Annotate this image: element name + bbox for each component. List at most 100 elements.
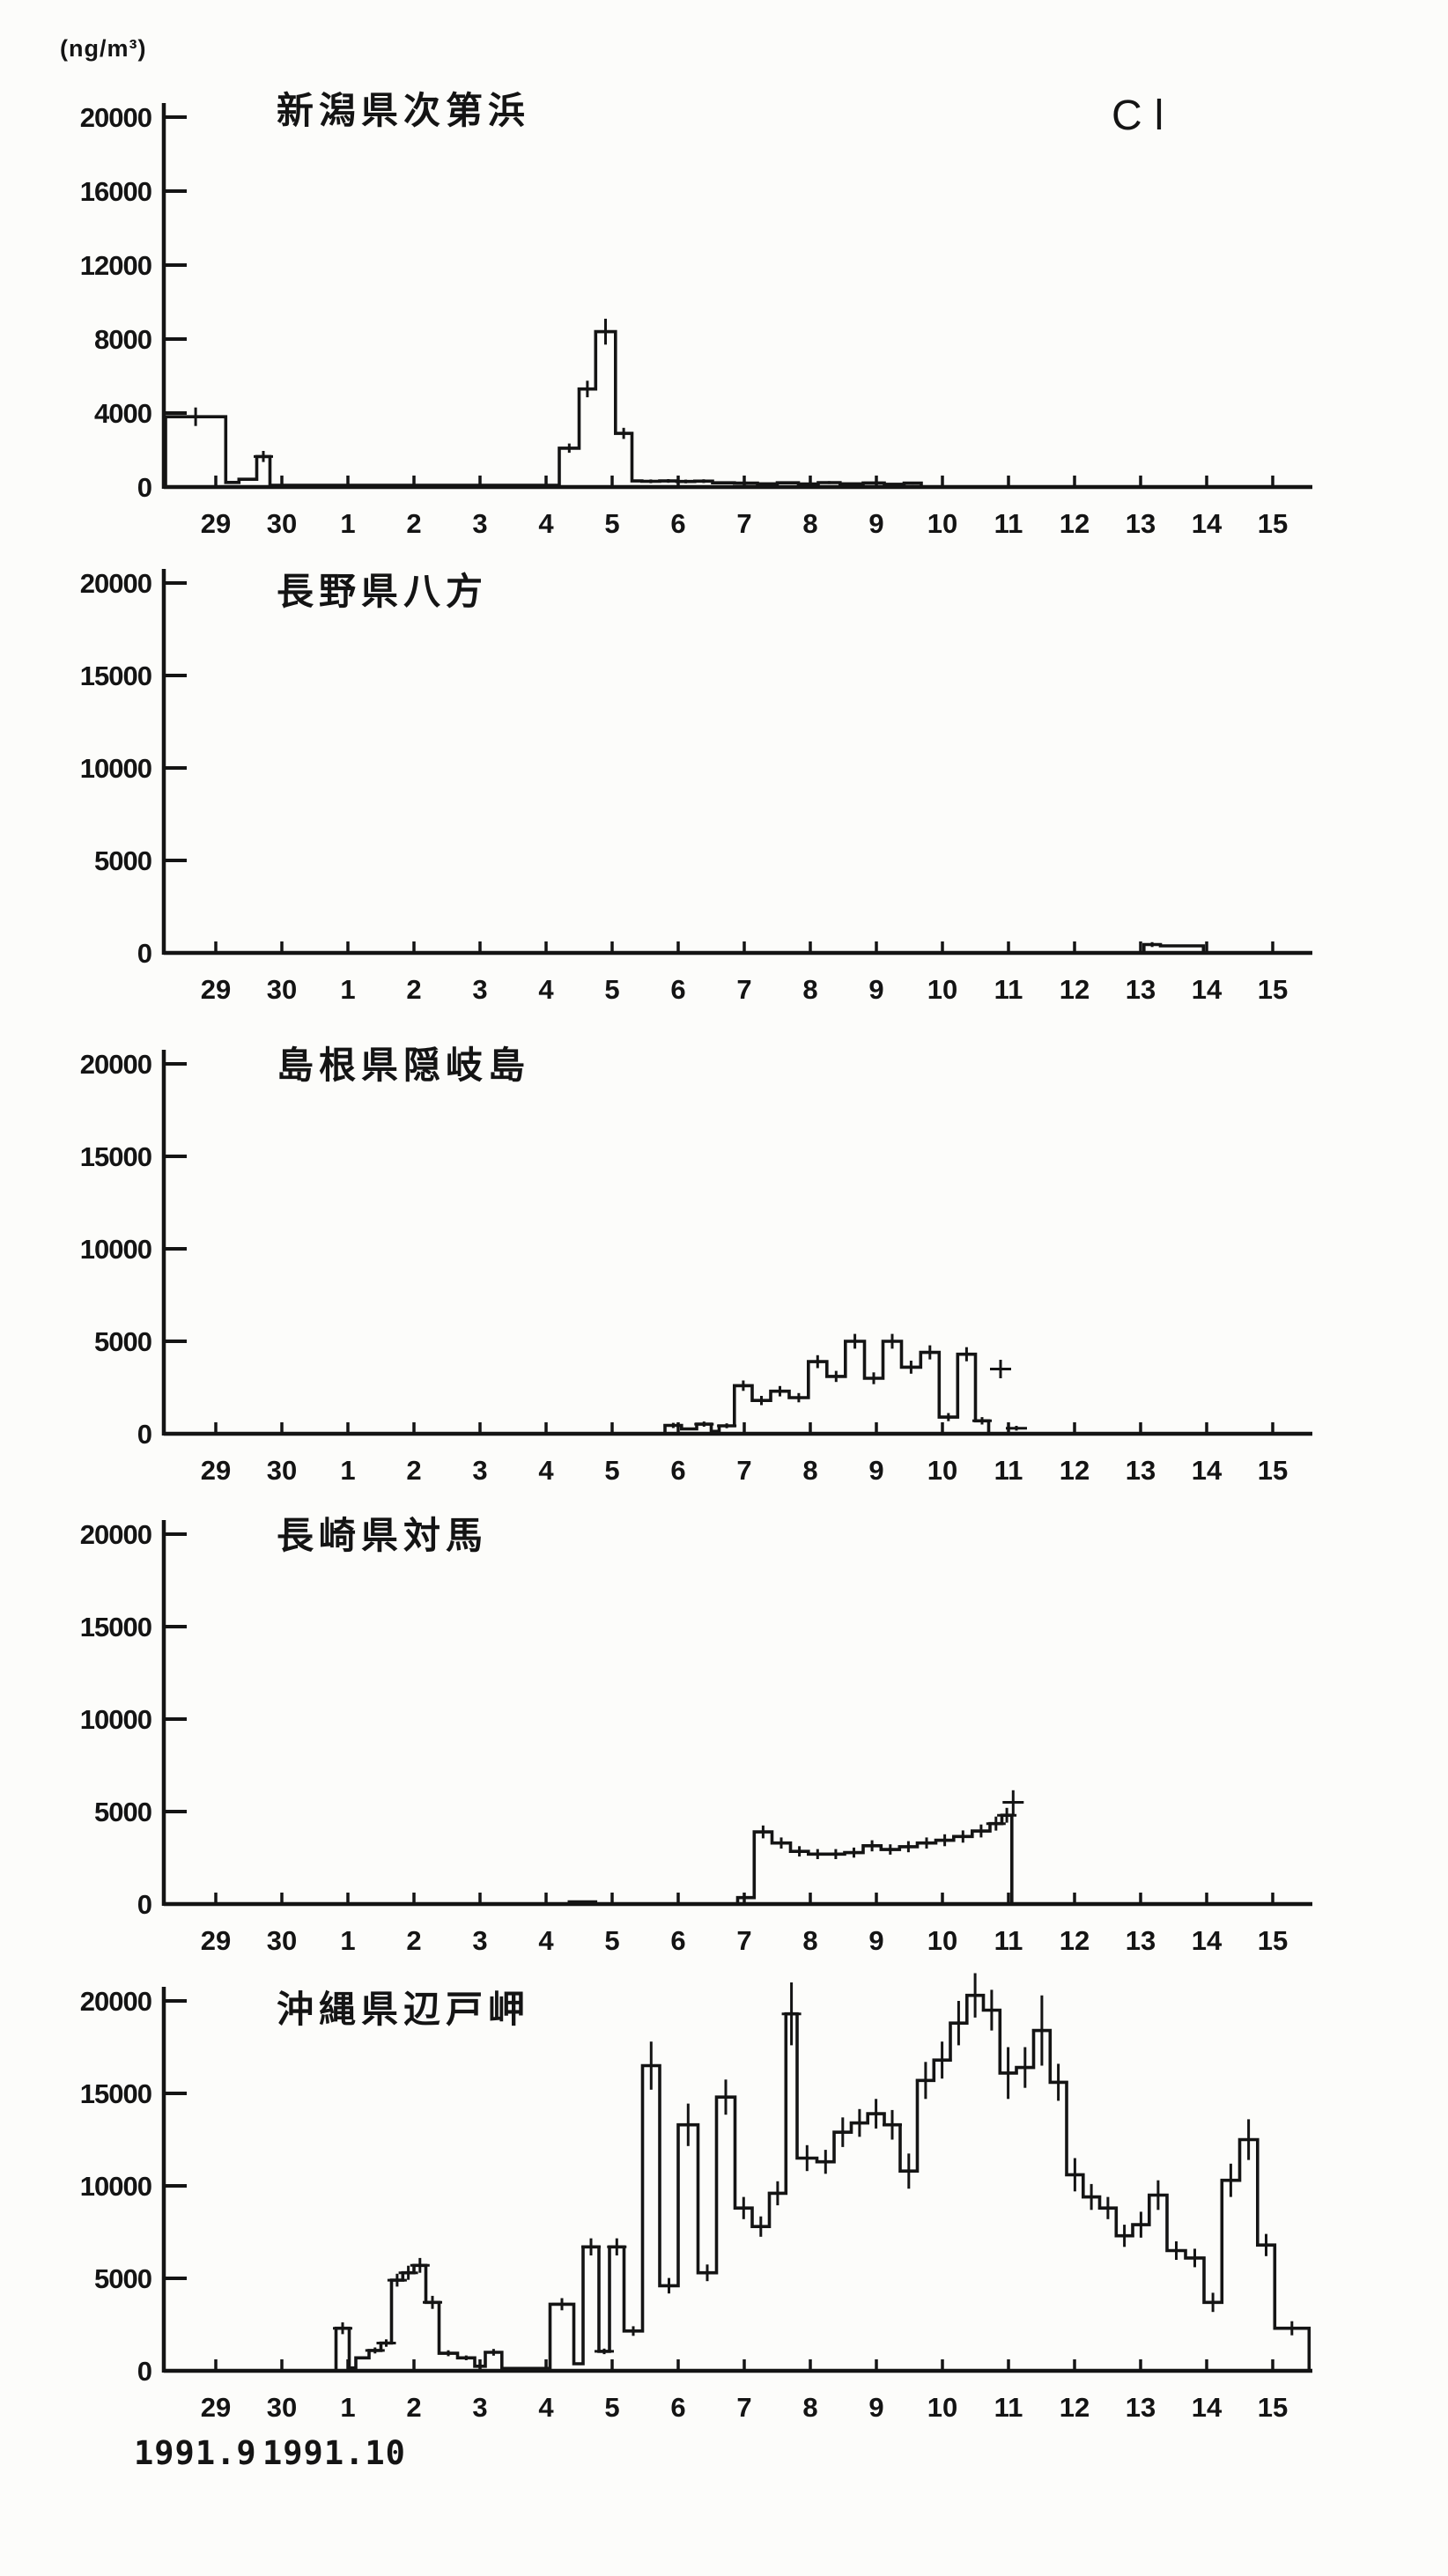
x-tick-label: 4 [538,1925,554,1956]
y-tick-label: 15000 [80,1612,151,1642]
x-tick-label: 6 [670,1925,685,1956]
x-tick-label: 13 [1126,508,1156,539]
x-tick-label: 12 [1060,1455,1090,1486]
y-tick-label: 20000 [80,1986,151,2017]
y-tick-label: 20000 [80,1049,151,1080]
x-tick-label: 14 [1192,1455,1223,1486]
x-tick-label: 13 [1126,2392,1156,2423]
y-tick-label: 8000 [94,324,151,355]
x-tick-label: 30 [267,1455,297,1486]
x-tick-label: 4 [538,2392,554,2423]
x-tick-label: 15 [1258,1925,1288,1956]
y-tick-label: 5000 [94,1326,151,1357]
y-tick-label: 10000 [80,2171,151,2202]
y-tick-label: 10000 [80,1234,151,1265]
step-line [164,329,1312,489]
x-tick-label: 3 [472,508,487,539]
x-tick-label: 5 [604,508,619,539]
y-tick-label: 0 [137,1889,151,1920]
x-tick-label: 8 [802,974,817,1005]
x-tick-label: 3 [472,2392,487,2423]
x-tick-label: 7 [736,1925,751,1956]
x-tick-label: 4 [538,974,554,1005]
y-tick-label: 0 [137,2356,151,2387]
x-tick-label: 2 [406,1925,421,1956]
x-tick-label: 30 [267,2392,297,2423]
x-tick-label: 7 [736,508,751,539]
x-tick-label: 10 [927,1925,957,1956]
y-tick-label: 0 [137,1419,151,1450]
x-tick-label: 9 [868,974,883,1005]
x-tick-label: 15 [1258,974,1288,1005]
x-tick-label: 8 [802,1925,817,1956]
x-tick-label: 14 [1192,974,1223,1005]
x-tick-label: 3 [472,1925,487,1956]
x-tick-label: 1 [340,508,355,539]
x-tick-label: 12 [1060,1925,1090,1956]
y-tick-label: 5000 [94,845,151,876]
x-tick-label: 11 [994,2392,1023,2423]
x-tick-label: 5 [604,1455,619,1486]
x-tick-label: 6 [670,1455,685,1486]
y-tick-label: 15000 [80,661,151,691]
y-tick-label: 15000 [80,2078,151,2109]
x-tick-label: 10 [927,974,957,1005]
x-tick-label: 8 [802,508,817,539]
panel-title-niigata-shidaihama: 新潟県次第浜 [277,90,531,131]
panel-title-okinawa-hedomisaki: 沖縄県辺戸岬 [277,1989,531,2030]
x-tick-label: 13 [1126,974,1156,1005]
x-tick-label: 1 [340,1925,355,1956]
y-tick-label: 0 [137,472,151,503]
x-tick-label: 1 [340,1455,355,1486]
x-tick-label: 8 [802,2392,817,2423]
y-tick-label: 10000 [80,753,151,784]
x-tick-label: 9 [868,1455,883,1486]
x-tick-label: 5 [604,974,619,1005]
x-tick-label: 29 [201,2392,231,2423]
x-tick-label: 12 [1060,2392,1090,2423]
x-axis-year-label-october: 1991.10 [262,2434,406,2472]
y-tick-label: 0 [137,938,151,969]
step-line [166,1813,1312,1906]
x-tick-label: 1 [340,2392,355,2423]
x-tick-label: 7 [736,2392,751,2423]
x-tick-label: 30 [267,508,297,539]
x-tick-label: 7 [736,974,751,1005]
x-tick-label: 29 [201,508,231,539]
x-tick-label: 30 [267,1925,297,1956]
step-line [166,1340,1312,1436]
x-tick-label: 9 [868,1925,883,1956]
y-tick-label: 5000 [94,1797,151,1827]
x-tick-label: 13 [1126,1455,1156,1486]
x-tick-label: 14 [1192,1925,1223,1956]
x-tick-label: 4 [538,1455,554,1486]
x-tick-label: 13 [1126,1925,1156,1956]
x-tick-label: 11 [994,974,1023,1005]
y-tick-label: 5000 [94,2263,151,2294]
x-tick-label: 6 [670,508,685,539]
x-tick-label: 7 [736,1455,751,1486]
x-tick-label: 11 [994,1455,1023,1486]
panel-title-nagasaki-tsushima: 長崎県対馬 [277,1515,489,1556]
y-tick-label: 4000 [94,398,151,429]
x-tick-label: 10 [927,2392,957,2423]
x-tick-label: 2 [406,2392,421,2423]
x-tick-label: 9 [868,508,883,539]
x-tick-label: 5 [604,1925,619,1956]
x-tick-label: 14 [1192,2392,1223,2423]
y-tick-label: 20000 [80,102,151,133]
y-tick-label: 12000 [80,250,151,281]
x-tick-label: 6 [670,974,685,1005]
y-tick-label: 20000 [80,568,151,599]
species-label-cl: Cl [1112,92,1177,139]
x-tick-label: 11 [994,1925,1023,1956]
x-tick-label: 10 [927,1455,957,1486]
x-tick-label: 8 [802,1455,817,1486]
panel-title-shimane-okishima: 島根県隠岐島 [277,1044,531,1086]
